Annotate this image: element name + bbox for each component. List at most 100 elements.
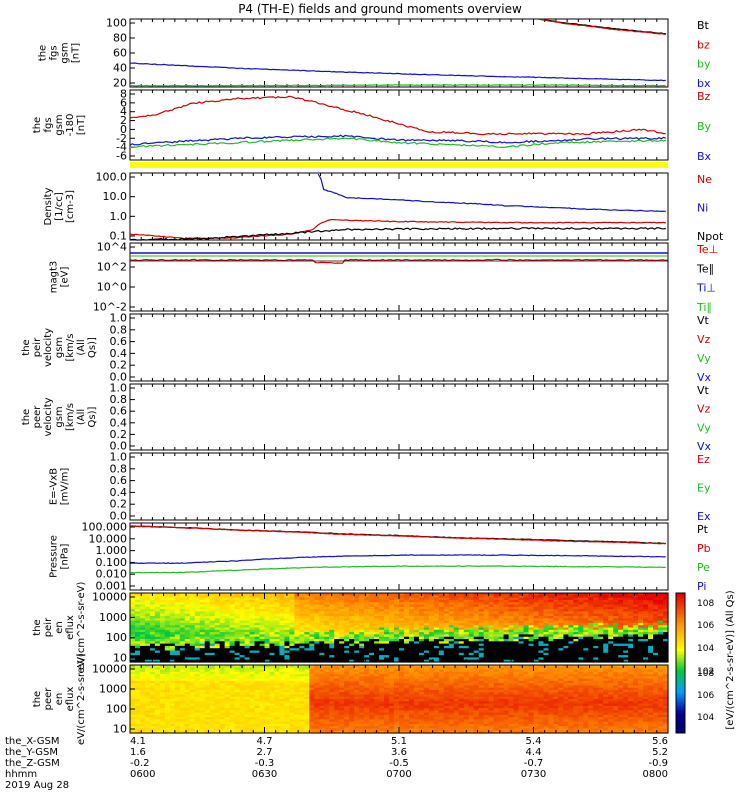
y-tick-label-temp: 10^0 bbox=[97, 281, 127, 294]
y-axis-label-word: velocity bbox=[43, 328, 54, 367]
legend-entry-Vy: Vy bbox=[697, 352, 711, 365]
y-axis-label-word: gsm bbox=[54, 337, 65, 358]
panel-frame-pressure bbox=[130, 523, 668, 590]
legend-entry-Ex: Ex bbox=[697, 510, 711, 523]
y-axis-label-word: [km/s bbox=[65, 403, 76, 431]
y-axis-label-word: [km/s bbox=[65, 333, 76, 361]
mode-bar bbox=[130, 162, 668, 168]
y-axis-label-pressure: Pressure [nPa] bbox=[49, 535, 71, 578]
y-axis-label-efield: E=-VxB [mV/m] bbox=[49, 468, 71, 506]
series-line-Ne bbox=[130, 220, 666, 239]
y-tick-label-fgs: 60 bbox=[113, 47, 127, 60]
series-line-bx bbox=[130, 63, 666, 81]
y-tick-label-temp: 10^4 bbox=[97, 241, 127, 254]
y-axis-label-peer_velocity: the peer velocity gsm [km/s (All Qs)] bbox=[21, 397, 98, 436]
y-axis-label-word: Qs)] bbox=[87, 337, 98, 358]
y-tick-label-fgs: 40 bbox=[113, 62, 127, 75]
series-line-Pe bbox=[130, 566, 666, 573]
y-axis-label-word: [nPa] bbox=[60, 543, 71, 569]
y-axis-label-word: the bbox=[21, 339, 32, 355]
series-line-Bt bbox=[539, 19, 666, 33]
y-axis-label-word: [cm-3] bbox=[65, 190, 76, 223]
y-axis-label-temp: magt3 [eV] bbox=[49, 261, 71, 294]
panel-frame-fgs bbox=[130, 19, 668, 87]
legend-entry-Ez: Ez bbox=[697, 453, 710, 466]
y-axis-label-word: Pressure bbox=[49, 535, 60, 578]
legend-entry-Ti∥: Ti∥ bbox=[696, 301, 712, 314]
y-axis-label-density: Density [1/cc] [cm-3] bbox=[43, 187, 76, 225]
legend-entry-Vt: Vt bbox=[697, 384, 710, 397]
y-axis-label-word: -180 bbox=[65, 114, 76, 137]
series-line-Bz bbox=[130, 96, 666, 134]
legend-entry-Vx: Vx bbox=[697, 371, 712, 384]
y-axis-label-word: [nT] bbox=[76, 115, 87, 135]
legend-entry-Pt: Pt bbox=[697, 523, 709, 536]
legend-entry-Te⊥: Te⊥ bbox=[696, 243, 718, 256]
legend-entry-Pb: Pb bbox=[697, 542, 711, 555]
y-axis-label-word: eflux bbox=[65, 615, 76, 640]
y-axis-label-word: peir bbox=[43, 617, 54, 637]
heatmap-peir_eflux bbox=[130, 593, 669, 663]
legend-entry-Ey: Ey bbox=[697, 482, 711, 495]
y-tick-label-temp: 10^2 bbox=[97, 261, 127, 274]
y-axis-label-peir_velocity: the peir velocity gsm [km/s (All Qs)] bbox=[21, 328, 98, 367]
y-axis-label-word: [eV] bbox=[60, 267, 71, 288]
legend-entry-Vz: Vz bbox=[697, 333, 711, 346]
legend-entry-Ni: Ni bbox=[697, 202, 708, 215]
y-axis-label-word: the bbox=[21, 409, 32, 425]
legend-entry-Pe: Pe bbox=[697, 561, 710, 574]
y-tick-label-density: 1.0 bbox=[110, 210, 128, 223]
legend-entry-Vt: Vt bbox=[697, 314, 710, 327]
y-tick-label-fgs: 80 bbox=[113, 32, 127, 45]
y-axis-label-word: peir bbox=[32, 337, 43, 357]
y-axis-label-word: peer bbox=[32, 405, 43, 429]
y-axis-label-word: (All bbox=[76, 339, 87, 355]
y-axis-label-word: en bbox=[54, 621, 65, 634]
y-axis-label-word: velocity bbox=[43, 397, 54, 436]
legend-entry-Vy: Vy bbox=[697, 421, 711, 434]
y-axis-label-word: gsm bbox=[54, 114, 65, 135]
legend-entry-Ti⊥: Ti⊥ bbox=[696, 282, 716, 295]
legend-entry-Vx: Vx bbox=[697, 440, 712, 453]
y-tick-label-peir_eflux: 10000 bbox=[92, 591, 127, 604]
y-axis-label-word: [1/cc] bbox=[54, 192, 65, 221]
chart-title: P4 (TH-E) fields and ground moments over… bbox=[238, 2, 522, 16]
y-axis-label-fgs180: the fgs gsm -180 [nT] bbox=[32, 114, 87, 137]
legend-entry-Npot: Npot bbox=[697, 230, 724, 243]
y-axis-label-word: (All bbox=[76, 409, 87, 425]
y-tick-label-peir_eflux: 1000 bbox=[99, 611, 127, 624]
panel-frame-fgs180 bbox=[130, 90, 668, 160]
heatmap-peer_eflux bbox=[130, 665, 669, 734]
series-line-Npot bbox=[130, 228, 666, 240]
y-axis-label-word: the bbox=[32, 619, 43, 635]
y-axis-label-word: fgs bbox=[43, 117, 54, 132]
y-axis-label-word: E=-VxB bbox=[49, 468, 60, 505]
y-axis-label-word: [mV/m] bbox=[60, 468, 71, 506]
y-axis-label-word: gsm bbox=[54, 406, 65, 427]
y-axis-label-word: Density bbox=[43, 187, 54, 225]
y-tick-label-fgs180: -6 bbox=[116, 150, 127, 163]
panel-frame-efield bbox=[130, 453, 668, 520]
legend-entry-Bt: Bt bbox=[697, 19, 710, 32]
y-axis-label-word: the bbox=[32, 117, 43, 133]
legend-entry-bz: bz bbox=[697, 38, 710, 51]
y-tick-label-peir_eflux: 100 bbox=[106, 631, 127, 644]
y-axis-label-word: the bbox=[38, 45, 49, 61]
y-tick-label-density: 100.0 bbox=[96, 171, 128, 184]
legend-entry-Vz: Vz bbox=[697, 403, 711, 416]
legend-entry-Pi: Pi bbox=[697, 580, 706, 593]
y-tick-label-fgs: 100 bbox=[106, 17, 127, 30]
legend-entry-by: by bbox=[697, 58, 711, 71]
y-axis-label-word: magt3 bbox=[49, 261, 60, 294]
series-line-Pi bbox=[130, 555, 666, 564]
panel-frame-peir_velocity bbox=[130, 314, 668, 381]
panel-frame-density bbox=[130, 173, 668, 240]
legend-entry-Bx: Bx bbox=[697, 150, 712, 163]
y-axis-label-word: fgs bbox=[49, 45, 60, 60]
legend-entry-Te∥: Te∥ bbox=[696, 262, 714, 275]
y-tick-label-density: 10.0 bbox=[103, 190, 128, 203]
series-line-by bbox=[130, 85, 666, 86]
series-line-Ni bbox=[318, 174, 666, 211]
